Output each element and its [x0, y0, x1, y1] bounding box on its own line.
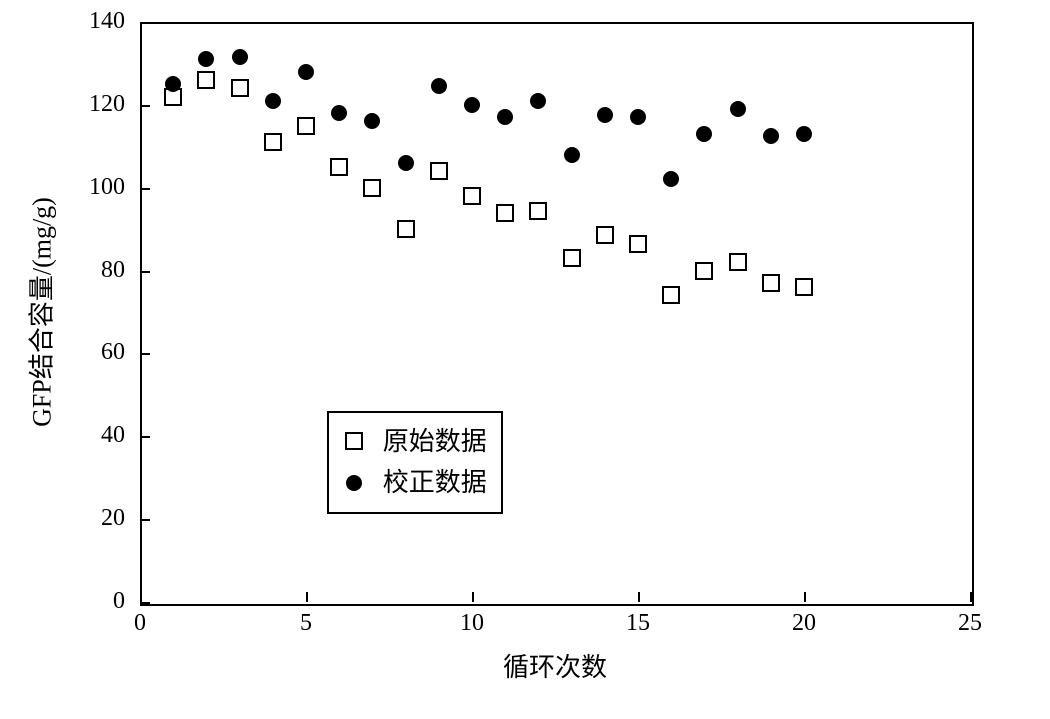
- data-point-raw: [762, 274, 780, 292]
- data-point-corrected: [431, 78, 447, 94]
- x-tick-label: 25: [945, 610, 995, 637]
- y-tick-label: 80: [65, 257, 125, 284]
- x-tick-label: 5: [281, 610, 331, 637]
- data-point-raw: [596, 226, 614, 244]
- circle-icon: [346, 475, 362, 491]
- data-point-corrected: [198, 51, 214, 67]
- x-tick-label: 15: [613, 610, 663, 637]
- data-point-corrected: [398, 155, 414, 171]
- data-point-corrected: [564, 147, 580, 163]
- data-point-corrected: [696, 126, 712, 142]
- data-point-corrected: [597, 107, 613, 123]
- y-tick: [140, 519, 150, 521]
- y-tick-label: 40: [65, 422, 125, 449]
- y-axis-label: GFP结合容量/(mg/g): [22, 197, 59, 427]
- plot-area: [140, 22, 974, 606]
- legend-label-raw: 原始数据: [383, 421, 487, 463]
- data-point-corrected: [364, 113, 380, 129]
- y-tick: [140, 353, 150, 355]
- data-point-corrected: [265, 93, 281, 109]
- y-tick-label: 100: [65, 174, 125, 201]
- data-point-raw: [662, 286, 680, 304]
- data-point-corrected: [530, 93, 546, 109]
- data-point-corrected: [663, 171, 679, 187]
- data-point-raw: [264, 133, 282, 151]
- data-point-raw: [629, 235, 647, 253]
- data-point-raw: [795, 278, 813, 296]
- data-point-raw: [496, 204, 514, 222]
- chart-container: GFP结合容量/(mg/g) 循环次数 原始数据 校正数据 0 5 10 15 20 25…: [0, 0, 1050, 719]
- y-tick-label: 140: [65, 8, 125, 35]
- data-point-raw: [197, 71, 215, 89]
- x-tick-label: 10: [447, 610, 497, 637]
- legend-label-corrected: 校正数据: [383, 462, 487, 504]
- legend: 原始数据 校正数据: [327, 411, 503, 514]
- y-tick: [140, 188, 150, 190]
- x-tick: [804, 592, 806, 602]
- data-point-raw: [563, 249, 581, 267]
- x-tick: [472, 592, 474, 602]
- data-point-raw: [729, 253, 747, 271]
- y-tick: [140, 436, 150, 438]
- data-point-raw: [363, 179, 381, 197]
- legend-marker-corrected: [343, 472, 365, 494]
- legend-row-raw: 原始数据: [343, 421, 487, 463]
- y-tick: [140, 602, 150, 604]
- square-icon: [345, 432, 363, 450]
- legend-marker-raw: [343, 430, 365, 452]
- y-tick: [140, 271, 150, 273]
- data-point-corrected: [630, 109, 646, 125]
- y-tick-label: 0: [65, 588, 125, 615]
- x-tick: [970, 592, 972, 602]
- data-point-raw: [695, 262, 713, 280]
- data-point-corrected: [298, 64, 314, 80]
- y-tick: [140, 22, 150, 24]
- data-point-corrected: [796, 126, 812, 142]
- data-point-corrected: [232, 49, 248, 65]
- y-tick-label: 20: [65, 505, 125, 532]
- y-tick-label: 120: [65, 91, 125, 118]
- data-point-raw: [330, 158, 348, 176]
- data-point-corrected: [730, 101, 746, 117]
- data-point-raw: [463, 187, 481, 205]
- data-point-corrected: [497, 109, 513, 125]
- data-point-raw: [297, 117, 315, 135]
- data-point-corrected: [165, 76, 181, 92]
- y-tick: [140, 105, 150, 107]
- x-tick: [306, 592, 308, 602]
- data-point-raw: [430, 162, 448, 180]
- data-point-corrected: [464, 97, 480, 113]
- data-point-corrected: [763, 128, 779, 144]
- data-point-raw: [529, 202, 547, 220]
- data-point-corrected: [331, 105, 347, 121]
- y-tick-label: 60: [65, 339, 125, 366]
- x-tick: [140, 592, 142, 602]
- x-tick: [638, 592, 640, 602]
- legend-row-corrected: 校正数据: [343, 462, 487, 504]
- data-point-raw: [397, 220, 415, 238]
- data-point-raw: [231, 79, 249, 97]
- x-tick-label: 20: [779, 610, 829, 637]
- x-axis-label: 循环次数: [140, 647, 970, 684]
